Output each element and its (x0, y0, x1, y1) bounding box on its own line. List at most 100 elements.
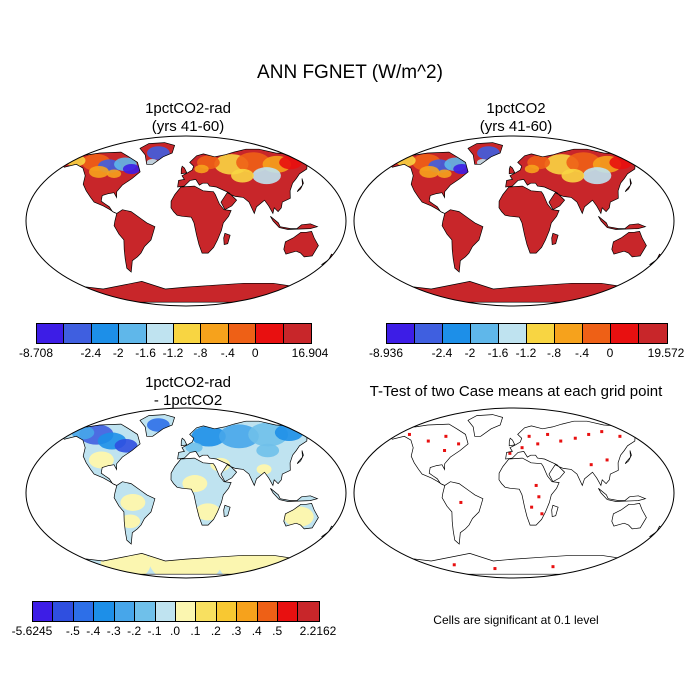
map-panel-1pctco2 (353, 135, 675, 307)
anomaly-patch (236, 152, 271, 173)
colorbar-swatch (119, 324, 147, 343)
significant-cell (426, 439, 430, 443)
colorbar-swatch (146, 324, 174, 343)
coastline-australia (283, 503, 319, 530)
significant-cell (600, 430, 604, 434)
colorbar-label: -2 (112, 346, 124, 360)
coastline-uk (180, 165, 188, 175)
coastline-japan (624, 178, 632, 192)
colorbar-label: .2 (210, 624, 221, 638)
anomaly-patch (419, 165, 440, 178)
ocean (26, 136, 346, 306)
significant-cell (444, 434, 448, 438)
significant-cell (614, 561, 618, 565)
colorbar-swatch (228, 324, 257, 343)
colorbar-label: -.5 (65, 624, 80, 638)
anomaly-patch (114, 438, 138, 453)
anomaly-patch (283, 506, 314, 527)
colorbar-swatch (201, 324, 229, 343)
colorbar-label: -8.936 (368, 346, 404, 360)
anomaly-patch (120, 493, 146, 511)
panel-2-title-line1: 1pctCO2 (486, 100, 546, 117)
significant-cell (546, 432, 550, 436)
significant-cell (443, 449, 447, 452)
colorbar-swatch (173, 324, 202, 343)
coastline-africa (498, 185, 560, 254)
colorbar-label: -1.2 (515, 346, 537, 360)
significant-cell (452, 563, 456, 567)
significant-cell (527, 434, 531, 438)
coastline-north-america (60, 151, 141, 214)
colorbar-swatch (237, 602, 258, 621)
coastline-japan (296, 450, 304, 464)
significant-cell (536, 442, 540, 446)
colorbar-swatch (175, 602, 197, 621)
colorbar-swatches (36, 323, 312, 344)
significant-cell (605, 458, 609, 462)
significant-cell (530, 505, 534, 509)
significant-cell (459, 500, 463, 504)
colorbar-label: 16.904 (291, 346, 329, 360)
colorbar-label: -2 (464, 346, 476, 360)
anomaly-patch (219, 424, 259, 449)
panel-3-title: 1pctCO2-rad - 1pctCO2 (28, 374, 348, 410)
colorbar-label: .4 (251, 624, 262, 638)
coastline-eurasia (505, 148, 646, 215)
colorbar-label: -1.6 (135, 346, 156, 360)
anomaly-patch (561, 168, 585, 183)
anomaly-patch (191, 426, 226, 447)
anomaly-patch (106, 169, 122, 179)
colorbar-label: -5.6245 (11, 624, 53, 638)
anomaly-patch (437, 169, 452, 179)
anomaly-patch (256, 443, 280, 458)
coastline-africa (170, 185, 232, 254)
coastline-eurasia (177, 420, 318, 487)
coastline-madagascar (223, 232, 231, 246)
panel-2-title-line2: (yrs 41-60) (479, 118, 553, 135)
colorbar-swatches (386, 323, 668, 344)
panel-1-title: 1pctCO2-rad (yrs 41-60) (28, 100, 348, 136)
colorbar-label: .3 (231, 624, 242, 638)
coastline-japan (624, 450, 632, 464)
anomaly-patch (194, 164, 209, 174)
coastline-uk (508, 437, 516, 447)
colorbar-label: 0 (251, 346, 259, 360)
significant-cell (508, 451, 512, 455)
colorbar-swatch (155, 602, 176, 621)
colorbar-swatches (32, 601, 320, 622)
colorbar-swatch (611, 324, 639, 343)
coastline-indonesia (270, 216, 319, 230)
panel-3-title-line1: 1pctCO2-rad (145, 374, 231, 391)
significant-cell (537, 495, 541, 499)
colorbar-swatch (94, 602, 115, 621)
coastline-madagascar (551, 232, 559, 246)
colorbar-label: -.1 (147, 624, 162, 638)
significant-cell (534, 483, 538, 487)
coastline-north-america (388, 423, 469, 486)
colorbar-swatch (639, 324, 667, 343)
panel-1-title-line2: (yrs 41-60) (151, 118, 225, 135)
anomaly-patch (231, 168, 254, 183)
colorbar-label: 0 (606, 346, 614, 360)
map-panel-1pctco2-rad (25, 135, 347, 307)
coastline-australia (611, 503, 647, 530)
anomaly-patch (566, 152, 601, 173)
coastline-australia (283, 231, 319, 258)
anomaly-patch (122, 163, 140, 175)
colorbar-label: .5 (272, 624, 283, 638)
anomaly-patch (582, 167, 612, 185)
significant-cell (520, 446, 524, 450)
colorbar-label: -.4 (86, 624, 101, 638)
colorbar-label: -2.4 (80, 346, 102, 360)
colorbar-label: -.4 (220, 346, 235, 360)
ocean (354, 136, 674, 306)
colorbar-label: -.8 (193, 346, 208, 360)
anomaly-patch (185, 442, 203, 453)
colorbar-swatch (33, 602, 54, 621)
coastline-australia (611, 231, 647, 258)
colorbar-swatch (527, 324, 555, 343)
colorbar-swatch (415, 324, 443, 343)
map-boundary (25, 407, 347, 579)
anomaly-patch (524, 164, 540, 174)
coastline-africa (170, 457, 232, 526)
